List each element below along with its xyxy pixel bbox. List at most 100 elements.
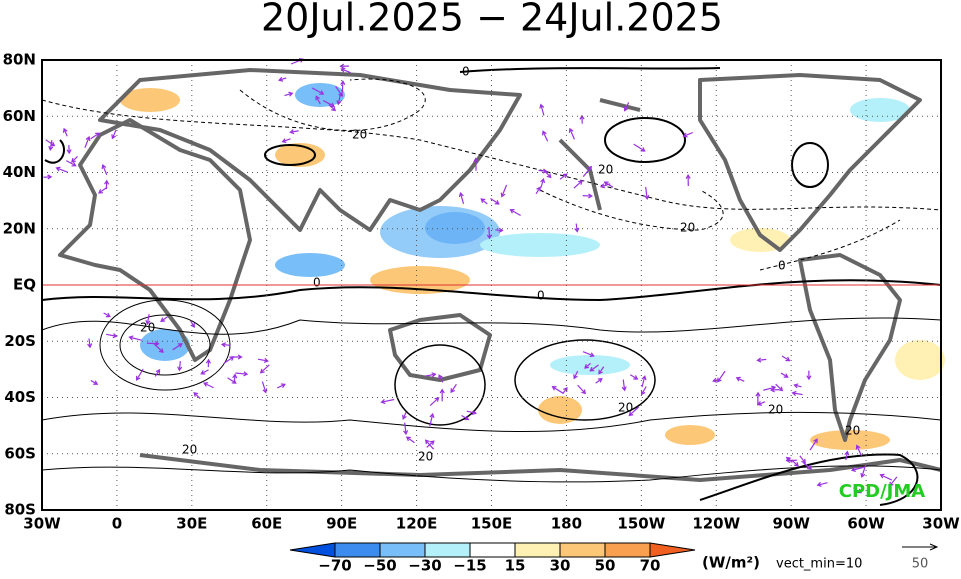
flux-vector xyxy=(289,129,299,135)
flux-vector xyxy=(551,386,564,394)
flux-vector xyxy=(685,174,691,187)
axes: 30W 0 30E 60E 90E 120E 150E 180 150W 120W 90W 60W 30… xyxy=(3,51,961,533)
colorbar-label: 15 xyxy=(505,557,526,575)
flux-vector xyxy=(278,76,287,82)
map: 0 20 20 0 0 20 20 20 20 20 20 20 0 CPD/J… xyxy=(41,57,945,511)
colorbar-label: −50 xyxy=(363,557,396,575)
lon-label: 30E xyxy=(176,515,207,533)
contour-labels: 0 20 20 0 0 20 20 20 20 20 20 20 0 xyxy=(140,65,860,464)
lat-label: 40S xyxy=(4,388,36,406)
flux-vector xyxy=(153,343,164,354)
flux-vector xyxy=(623,102,630,112)
flux-vector xyxy=(193,391,201,400)
flux-vector xyxy=(223,356,235,364)
flux-vector xyxy=(426,440,435,448)
flux-vector xyxy=(509,209,521,217)
flux-vector xyxy=(628,406,640,417)
flux-vector xyxy=(889,476,898,487)
flux-vector xyxy=(101,164,108,176)
flux-vector xyxy=(128,335,142,341)
flux-vector xyxy=(574,223,580,233)
colorbar-box xyxy=(424,542,471,558)
lon-label: 90W xyxy=(772,515,810,533)
flux-vector xyxy=(589,364,599,372)
flux-vector xyxy=(573,370,579,380)
flux-vector xyxy=(781,355,791,362)
flux-vector xyxy=(621,379,627,392)
lat-label: 80N xyxy=(3,51,36,69)
flux-vectors xyxy=(43,57,898,494)
flux-vector xyxy=(603,181,614,188)
flux-vector xyxy=(284,91,294,97)
flux-vector xyxy=(136,368,144,381)
flux-vector xyxy=(328,104,337,112)
flux-vector xyxy=(43,174,53,180)
flux-vector xyxy=(540,177,546,188)
lon-label: 180 xyxy=(551,515,582,533)
flux-vector xyxy=(402,411,407,420)
colorbar-box xyxy=(379,542,426,558)
flux-vector xyxy=(629,374,639,380)
flux-vector xyxy=(111,129,117,140)
contour-label: 20 xyxy=(598,163,613,177)
flux-vector xyxy=(62,127,68,137)
flux-vector xyxy=(644,186,650,200)
flux-vector xyxy=(340,67,351,74)
flux-vector xyxy=(763,385,777,391)
flux-vector xyxy=(154,368,161,377)
flux-vector xyxy=(542,130,549,142)
title: 20Jul.2025 − 24Jul.2025 xyxy=(261,0,723,40)
flux-vector xyxy=(853,487,863,494)
colorbar-label: −15 xyxy=(453,557,486,575)
colorbar-box xyxy=(469,542,516,558)
vector-ref-label: 50 xyxy=(912,557,929,572)
contour-label: 20 xyxy=(182,443,197,457)
flux-vector xyxy=(755,391,761,406)
flux-vector xyxy=(756,401,766,406)
flux-vector xyxy=(793,383,802,389)
flux-vector xyxy=(145,314,151,326)
flux-vector xyxy=(598,366,605,375)
colorbar-end xyxy=(649,542,696,558)
colorbar-end xyxy=(289,542,336,558)
flux-vector xyxy=(844,450,850,461)
contour-label: 20 xyxy=(845,424,860,438)
flux-vector xyxy=(220,342,231,348)
flux-vector xyxy=(582,351,595,358)
colorbar-label: 30 xyxy=(550,557,571,575)
colorbar-label: 70 xyxy=(640,557,661,575)
flux-vector xyxy=(785,457,797,464)
flux-vector xyxy=(473,157,479,171)
flux-vector xyxy=(403,422,409,436)
flux-vector xyxy=(98,186,108,194)
flux-vector xyxy=(339,63,349,69)
flux-vector xyxy=(500,184,508,198)
flux-vector xyxy=(424,439,435,450)
flux-vector xyxy=(55,166,68,173)
flux-vector xyxy=(544,170,552,179)
anomaly-shading xyxy=(120,83,945,450)
lat-label: 80S xyxy=(4,501,36,519)
flux-vector xyxy=(633,143,646,152)
flux-vector xyxy=(65,160,77,167)
lon-label: 0 xyxy=(112,515,122,533)
flux-vector xyxy=(315,95,321,105)
colorbar-label: 50 xyxy=(595,557,616,575)
lat-label: 40N xyxy=(3,163,36,181)
flux-vector xyxy=(816,481,828,487)
flux-vector xyxy=(780,372,789,378)
flux-vector xyxy=(71,156,78,163)
colorbar-unit: (W/m²) xyxy=(702,554,760,572)
flux-vector xyxy=(577,384,587,395)
coastlines xyxy=(58,68,942,482)
lat-label: 60N xyxy=(3,107,36,125)
lon-label: 90E xyxy=(326,515,357,533)
flux-vector xyxy=(103,312,111,318)
flux-vector xyxy=(879,473,893,481)
flux-vector xyxy=(799,455,806,464)
contour-label: 20 xyxy=(418,450,433,464)
flux-vector xyxy=(200,369,209,375)
flux-vector xyxy=(429,412,435,427)
flux-vector xyxy=(203,382,214,389)
